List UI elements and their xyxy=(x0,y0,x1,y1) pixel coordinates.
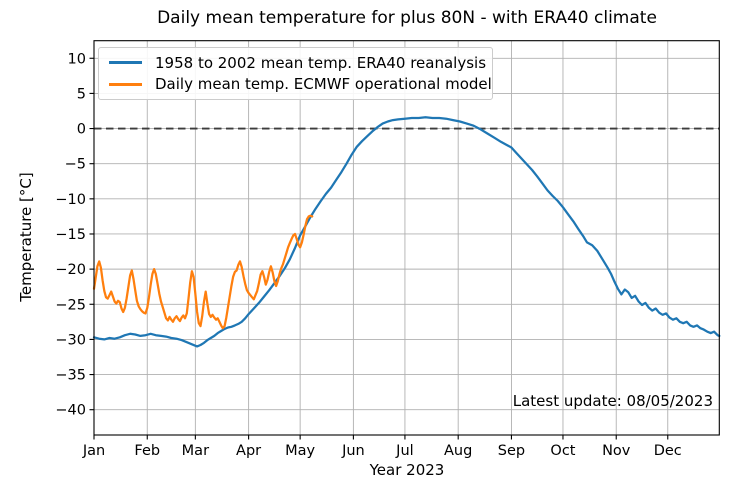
y-tick-label: −20 xyxy=(55,262,86,278)
x-tick-label: Mar xyxy=(182,443,209,459)
x-tick-label: Oct xyxy=(550,443,575,459)
y-tick-label: −40 xyxy=(55,403,86,419)
ecmwf-line-swatch xyxy=(109,82,142,86)
axes-frame xyxy=(93,40,720,436)
era40-line-swatch xyxy=(109,61,142,65)
x-tick-label: Apr xyxy=(236,443,261,459)
x-tick-label: Sep xyxy=(498,443,525,459)
y-tick-label: 10 xyxy=(68,51,86,67)
x-axis-label: Year 2023 xyxy=(369,461,445,479)
y-tick-label: −10 xyxy=(55,192,86,208)
x-tick-label: Nov xyxy=(602,443,631,459)
y-tick-label: −25 xyxy=(55,297,86,313)
x-tick-label: Aug xyxy=(444,443,472,459)
y-tick-label: −30 xyxy=(55,332,86,348)
y-tick-label: 0 xyxy=(77,122,86,138)
legend-entry-ecmwf: Daily mean temp. ECMWF operational model xyxy=(109,74,492,95)
chart-title: Daily mean temperature for plus 80N - wi… xyxy=(157,8,657,28)
x-tick-label: Dec xyxy=(654,443,682,459)
y-tick-label: −15 xyxy=(55,227,86,243)
x-tick-label: Jul xyxy=(395,443,414,459)
x-tick-label: Jan xyxy=(82,443,105,459)
ecmwf-2023-line xyxy=(92,214,314,330)
legend-label-era40: 1958 to 2002 mean temp. ERA40 reanalysis xyxy=(155,53,487,72)
x-tick-label: Feb xyxy=(134,443,160,459)
x-tick-label: Jun xyxy=(341,443,365,459)
y-tick-label: 5 xyxy=(77,86,86,102)
x-tick-label: May xyxy=(285,443,315,459)
era40-climatology-line xyxy=(92,116,721,348)
latest-update-annotation: Latest update: 08/05/2023 xyxy=(512,392,713,410)
y-tick-label: −35 xyxy=(55,368,86,384)
legend-entry-era40: 1958 to 2002 mean temp. ERA40 reanalysis xyxy=(109,52,486,73)
y-tick-label: −5 xyxy=(65,157,86,173)
legend-label-ecmwf: Daily mean temp. ECMWF operational model xyxy=(155,75,492,94)
legend: 1958 to 2002 mean temp. ERA40 reanalysis… xyxy=(98,47,493,100)
